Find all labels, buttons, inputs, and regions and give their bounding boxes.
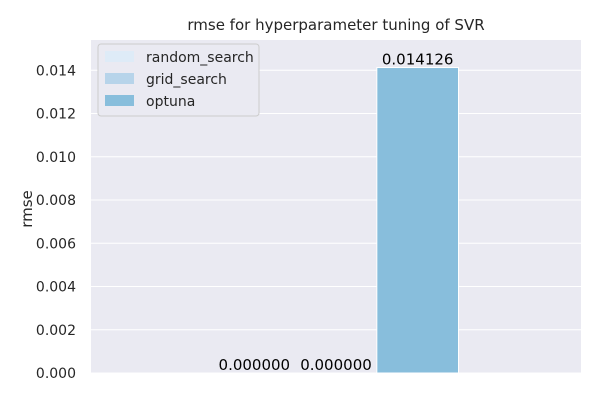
y-tick-label: 0.002 xyxy=(36,323,76,339)
data-label-random-search: 0.000000 xyxy=(219,356,291,374)
y-tick-label: 0.004 xyxy=(36,280,76,296)
y-tick-label: 0.008 xyxy=(36,193,76,209)
chart-title: rmse for hyperparameter tuning of SVR xyxy=(187,16,484,34)
bars-group xyxy=(376,67,460,374)
y-tick-label: 0.006 xyxy=(36,236,76,252)
legend-label-optuna: optuna xyxy=(146,94,195,110)
legend-label-grid-search: grid_search xyxy=(146,72,227,88)
legend-label-random-search: random_search xyxy=(146,50,254,66)
data-label-optuna: 0.014126 xyxy=(382,51,454,69)
bar-optuna xyxy=(376,67,460,374)
legend-swatch-random-search xyxy=(105,51,134,62)
data-label-grid-search: 0.000000 xyxy=(300,356,372,374)
y-tick-label: 0.000 xyxy=(36,366,76,382)
legend-swatch-optuna xyxy=(105,95,134,106)
y-axis-label: rmse xyxy=(18,190,36,228)
y-tick-label: 0.010 xyxy=(36,150,76,166)
y-tick-label: 0.012 xyxy=(36,107,76,123)
legend-swatch-grid-search xyxy=(105,73,134,84)
data-labels-group: 0.000000 0.000000 0.014126 xyxy=(219,51,454,374)
legend: random_search grid_search optuna xyxy=(97,43,260,117)
legend-box xyxy=(97,43,260,117)
y-tick-labels: 0.000 0.002 0.004 0.006 0.008 0.010 0.012 0.014 xyxy=(36,63,76,382)
y-tick-label: 0.014 xyxy=(36,63,76,79)
